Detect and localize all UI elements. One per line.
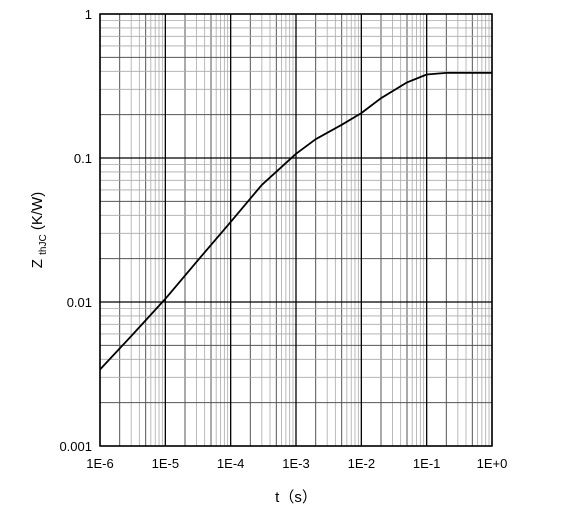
x-tick-label: 1E-1 bbox=[413, 456, 440, 471]
y-tick-label: 0.001 bbox=[59, 439, 92, 454]
x-tick-label: 1E-3 bbox=[282, 456, 309, 471]
y-axis-title: Z thJC (K/W) bbox=[29, 192, 50, 268]
x-tick-label: 1E-2 bbox=[348, 456, 375, 471]
x-tick-label: 1E-6 bbox=[86, 456, 113, 471]
x-tick-labels: 1E-6 1E-5 1E-4 1E-3 1E-2 1E-1 1E+0 bbox=[86, 456, 507, 471]
y-axis-title-unit: (K/W) bbox=[29, 192, 46, 230]
series-layer bbox=[99, 72, 492, 371]
y-tick-label: 0.01 bbox=[67, 295, 92, 310]
y-tick-labels: 1 0.1 0.01 0.001 bbox=[59, 7, 92, 454]
y-tick-label: 1 bbox=[85, 7, 92, 22]
x-tick-label: 1E-5 bbox=[152, 456, 179, 471]
zthjc-curve bbox=[99, 72, 492, 371]
y-tick-label: 0.1 bbox=[74, 151, 92, 166]
y-axis-title-sub: thJC bbox=[38, 234, 49, 255]
x-tick-label: 1E-4 bbox=[217, 456, 244, 471]
x-axis-title: t（s） bbox=[275, 489, 317, 506]
x-tick-label: 1E+0 bbox=[477, 456, 508, 471]
y-axis-title-main: Z bbox=[29, 259, 46, 268]
plot-frame bbox=[99, 13, 493, 447]
